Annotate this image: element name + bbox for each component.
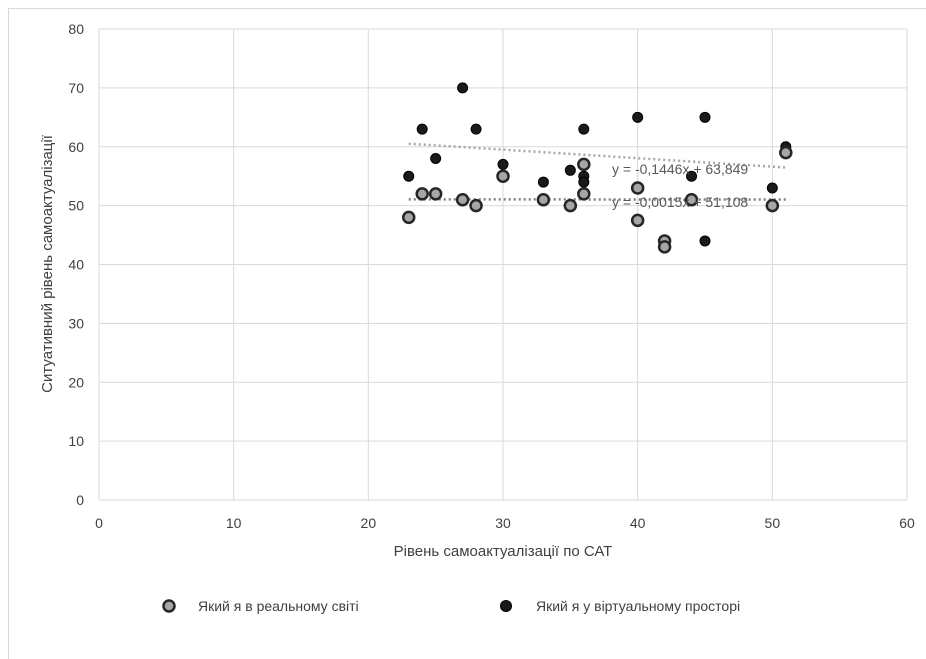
y-tick-label: 50 <box>68 198 84 214</box>
legend-marker-virtual <box>500 600 512 612</box>
data-point-real <box>563 198 578 213</box>
y-tick-label: 60 <box>68 139 84 155</box>
data-point-virtual <box>416 123 428 135</box>
x-tick-label: 40 <box>630 515 646 531</box>
data-point-virtual <box>403 170 415 182</box>
y-tick-label: 30 <box>68 315 84 331</box>
legend-item-virtual: Який я у віртуальному просторі <box>500 598 740 614</box>
data-point-real <box>577 157 591 172</box>
y-axis-label: Ситуативний рівень самоактуалізації <box>39 134 56 393</box>
data-point-real <box>577 187 591 201</box>
y-tick-labels: 0 10 20 30 40 50 60 70 80 <box>68 21 84 508</box>
data-point-real <box>630 213 645 228</box>
y-tick-label: 80 <box>68 21 84 37</box>
data-point-virtual <box>430 153 442 165</box>
data-point-virtual <box>766 182 778 194</box>
x-tick-label: 60 <box>899 515 915 531</box>
data-point-real <box>657 240 672 254</box>
y-tick-label: 20 <box>68 374 84 390</box>
x-tick-label: 30 <box>495 515 511 531</box>
y-tick-label: 0 <box>76 492 84 508</box>
y-tick-label: 40 <box>68 257 84 273</box>
data-point-real <box>779 145 793 160</box>
data-point-real <box>536 192 551 207</box>
data-point-virtual <box>686 170 698 182</box>
data-point-virtual <box>578 176 590 188</box>
legend-marker-real <box>162 599 176 613</box>
legend-label-real: Який я в реальному світі <box>198 598 359 614</box>
trendline-label-virtual: y = -0,1446x + 63,849 <box>612 161 748 177</box>
x-tick-label: 0 <box>95 515 103 531</box>
data-point-real <box>684 192 699 207</box>
trendline-label-real: y = -0,0015x + 51,108 <box>612 194 748 210</box>
x-axis-label: Рівень самоактуалізації по САТ <box>394 543 613 560</box>
data-point-real <box>469 198 483 213</box>
data-point-virtual <box>578 123 590 135</box>
data-point-virtual <box>699 235 711 247</box>
legend-label-virtual: Який я у віртуальному просторі <box>536 598 740 614</box>
data-point-real <box>401 210 416 225</box>
x-tick-label: 10 <box>226 515 242 531</box>
gridlines <box>98 28 908 501</box>
data-point-virtual <box>497 158 509 170</box>
y-tick-label: 70 <box>68 80 84 96</box>
data-point-real <box>455 192 470 207</box>
frame-border-left <box>8 8 9 659</box>
data-point-virtual <box>457 82 469 94</box>
data-point-virtual <box>699 111 711 123</box>
x-tick-label: 20 <box>361 515 377 531</box>
data-point-real <box>415 187 429 201</box>
data-point-real <box>428 187 443 201</box>
legend-item-real: Який я в реальному світі <box>162 598 359 614</box>
y-tick-label: 10 <box>68 433 84 449</box>
data-point-virtual <box>470 123 482 135</box>
x-tick-label: 50 <box>765 515 781 531</box>
data-points <box>401 82 793 254</box>
data-point-virtual <box>632 111 644 123</box>
data-point-real <box>630 181 645 195</box>
data-point-virtual <box>564 164 576 176</box>
frame-border-top <box>8 8 926 9</box>
trendline-labels: y = -0,1446x + 63,849 y = -0,0015x + 51,1… <box>612 161 748 210</box>
x-tick-labels: 0 10 20 30 40 50 60 <box>95 515 915 531</box>
legend: Який я в реальному світі Який я у віртуа… <box>162 598 740 614</box>
data-point-virtual <box>537 176 549 188</box>
data-point-real <box>765 198 780 213</box>
data-point-real <box>496 169 510 183</box>
